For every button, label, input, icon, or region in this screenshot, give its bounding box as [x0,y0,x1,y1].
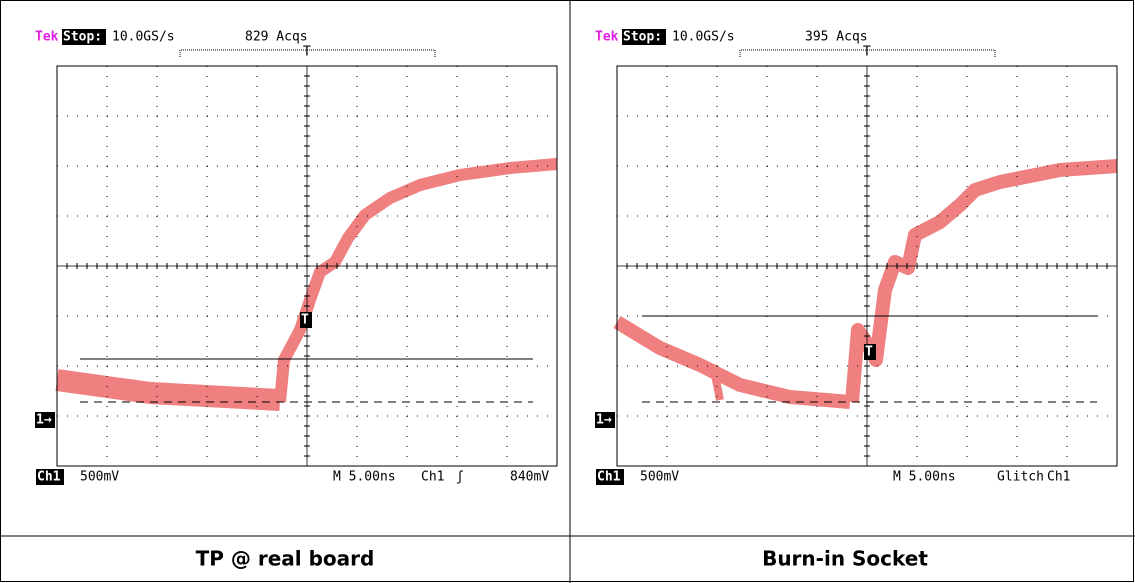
trigger-level: 840mV [510,470,549,485]
caption: Burn-in Socket [762,547,928,571]
sample-rate: 10.0GS/s [112,30,175,45]
brand: Tek [35,30,59,45]
timebase: M 5.00ns [333,470,396,485]
ground-marker: 1→ [36,413,52,428]
trigger-position: T [303,45,311,60]
trigger-mode: Ch1 [421,470,444,485]
caption: TP @ real board [196,547,375,571]
scale: 500mV [80,470,119,485]
trigger-position: T [863,45,871,60]
table-border [1,1,1134,582]
ground-marker: 1→ [596,413,612,428]
trigger-marker: T [301,313,309,328]
channel: Ch1 [597,470,621,485]
brand: Tek [595,30,619,45]
status: Stop: [63,30,102,45]
status: Stop: [623,30,662,45]
page: TekStop:10.0GS/s829 AcqsTT1→Ch1500mVM 5.… [0,0,1135,583]
trigger-mode: Glitch [997,470,1044,485]
channel: Ch1 [37,470,61,485]
scale: 500mV [640,470,679,485]
timebase: M 5.00ns [893,470,956,485]
trigger-slope: Ch1 [1047,470,1070,485]
acquisitions: 395 Acqs [805,30,868,45]
sample-rate: 10.0GS/s [672,30,735,45]
trigger-slope: ʃ [456,470,464,485]
trigger-marker: T [865,345,873,360]
acquisitions: 829 Acqs [245,30,308,45]
